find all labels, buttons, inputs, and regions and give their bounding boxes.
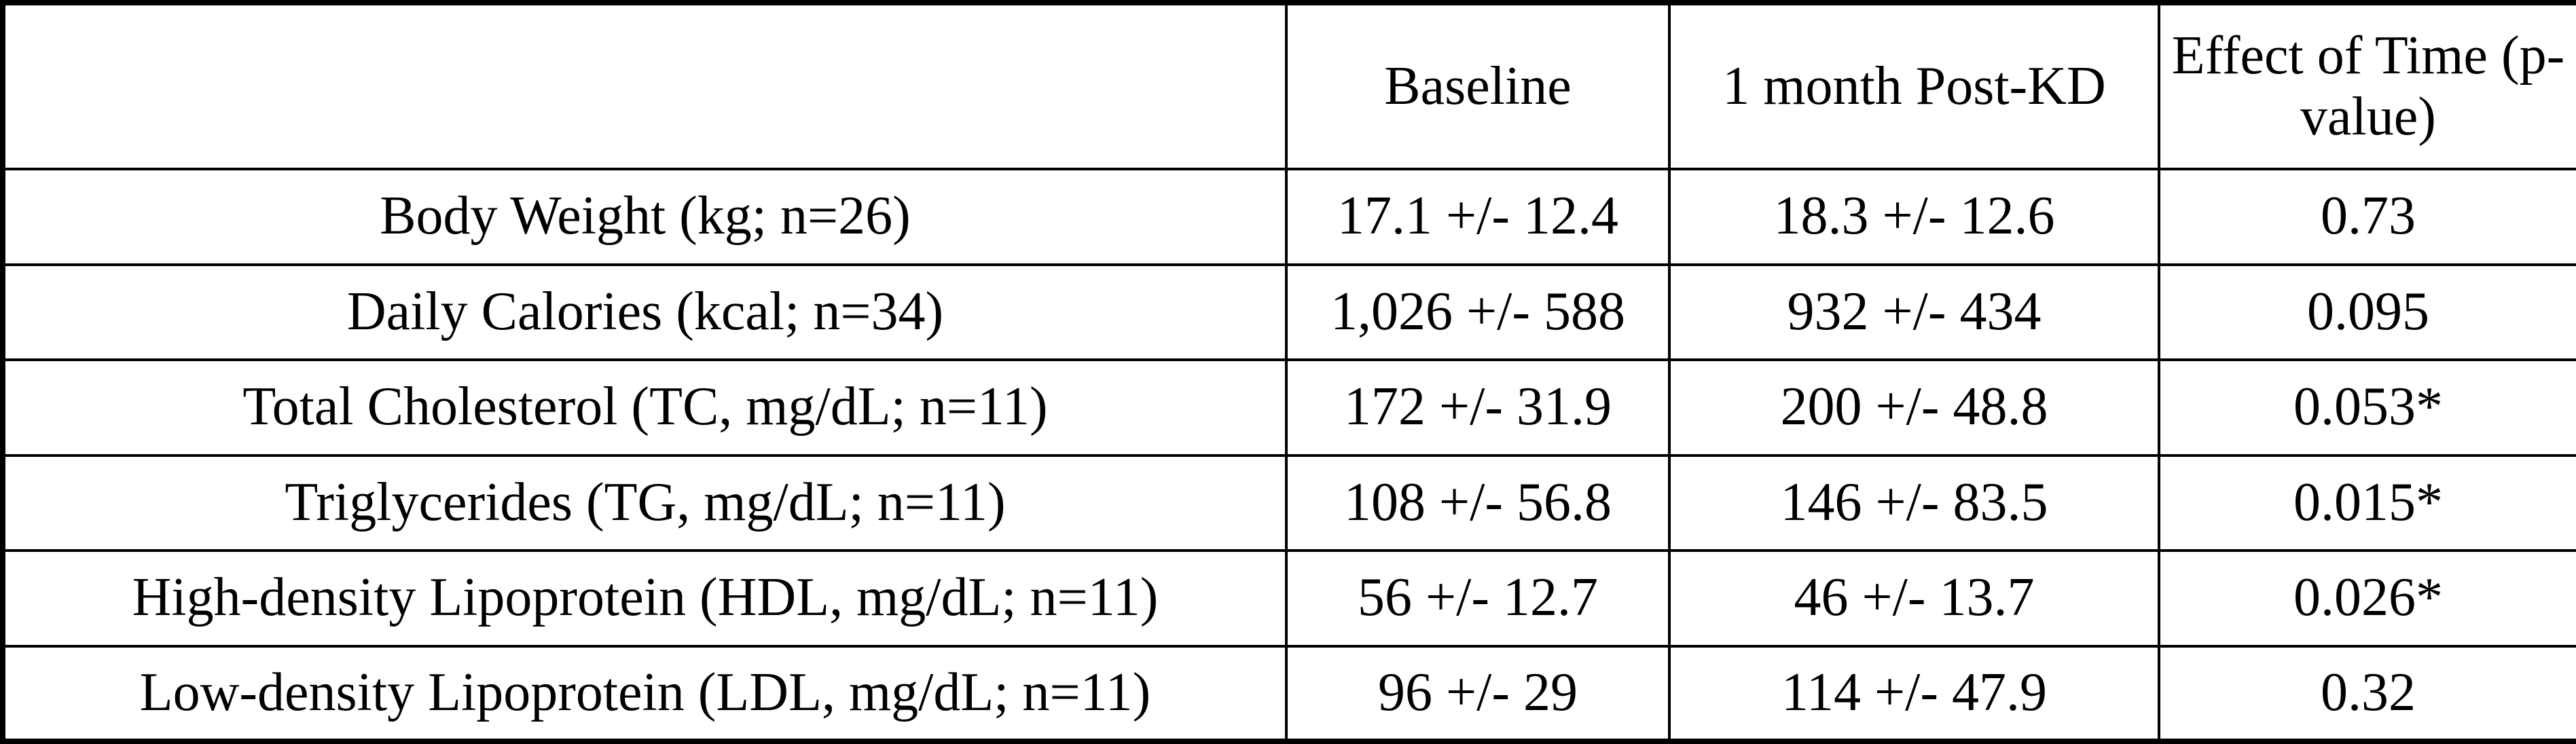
table-row: Total Cholesterol (TC, mg/dL; n=11) 172 +… [1,358,2576,457]
table-cell: 172 +/- 31.9 [1285,358,1671,457]
column-header: Effect of Time (p-value) [2158,1,2576,170]
table-cell: 932 +/- 434 [1668,263,2160,361]
table-cell: 1,026 +/- 588 [1285,263,1671,361]
table-cell: 0.053* [2158,358,2576,457]
row-label: Body Weight (kg; n=26) [1,168,1288,266]
table-row: Low-density Lipoprotein (LDL, mg/dL; n=1… [1,644,2576,743]
table-cell: 0.095 [2158,263,2576,361]
table-body: Body Weight (kg; n=26) 17.1 +/- 12.4 18.3 … [1,168,2576,743]
table-cell: 0.026* [2158,549,2576,648]
column-header: 1 month Post-KD [1668,1,2160,170]
table-cell: 17.1 +/- 12.4 [1285,168,1671,266]
row-label: Total Cholesterol (TC, mg/dL; n=11) [1,358,1288,457]
table-cell: 56 +/- 12.7 [1285,549,1671,648]
table-cell: 46 +/- 13.7 [1668,549,2160,648]
table-cell: 96 +/- 29 [1285,644,1671,743]
table-cell: 146 +/- 83.5 [1668,453,2160,552]
row-label: Triglycerides (TG, mg/dL; n=11) [1,453,1288,552]
table-row: Body Weight (kg; n=26) 17.1 +/- 12.4 18.3 … [1,168,2576,266]
table-row: Daily Calories (kcal; n=34) 1,026 +/- 588… [1,263,2576,361]
header-cell [1,1,1288,170]
table-cell: 200 +/- 48.8 [1668,358,2160,457]
row-label: Low-density Lipoprotein (LDL, mg/dL; n=1… [1,644,1288,743]
table-cell: 0.32 [2158,644,2576,743]
column-header: Baseline [1285,1,1671,170]
header-row: Baseline 1 month Post-KD Effect of Time (p… [1,1,2576,170]
table-cell: 108 +/- 56.8 [1285,453,1671,552]
table-cell: 114 +/- 47.9 [1668,644,2160,743]
table-cell: 18.3 +/- 12.6 [1668,168,2160,266]
table-cell: 0.73 [2158,168,2576,266]
table-row: High-density Lipoprotein (HDL, mg/dL; n=… [1,549,2576,648]
row-label: High-density Lipoprotein (HDL, mg/dL; n=… [1,549,1288,648]
table-cell: 0.015* [2158,453,2576,552]
table-header: Baseline 1 month Post-KD Effect of Time (p… [1,1,2576,170]
table-row: Triglycerides (TG, mg/dL; n=11) 108 +/- 5… [1,453,2576,552]
row-label: Daily Calories (kcal; n=34) [1,263,1288,361]
